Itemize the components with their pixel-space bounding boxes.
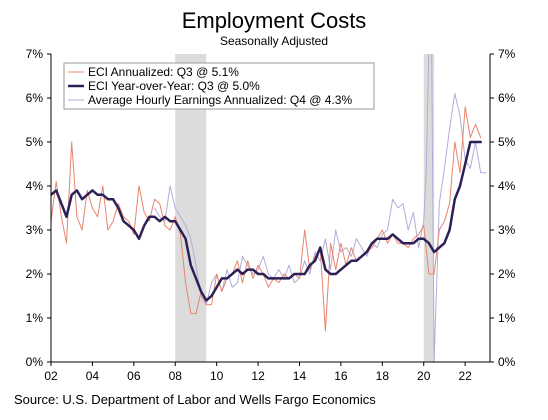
chart-subtitle: Seasonally Adjusted [219, 34, 329, 48]
x-tick-label: 08 [169, 369, 183, 383]
recession-bar [423, 54, 435, 362]
legend-label: ECI Annualized: Q3 @ 5.1% [88, 65, 239, 79]
x-tick-label: 10 [210, 369, 224, 383]
y-tick-label-right: 3% [498, 223, 516, 237]
legend-box [63, 62, 375, 110]
source-note: Source: U.S. Department of Labor and Wel… [14, 392, 376, 407]
y-tick-label-right: 6% [498, 91, 516, 105]
legend-label: Average Hourly Earnings Annualized: Q4 @… [88, 93, 352, 107]
y-tick-label-left: 0% [26, 355, 44, 369]
x-tick-label: 04 [86, 369, 100, 383]
y-tick-label-left: 1% [26, 311, 44, 325]
y-tick-label-right: 0% [498, 355, 516, 369]
legend: ECI Annualized: Q3 @ 5.1%ECI Year-over-Y… [63, 62, 375, 110]
y-tick-label-left: 7% [26, 47, 44, 61]
series-lines [51, 54, 487, 362]
y-tick-label-right: 1% [498, 311, 516, 325]
y-tick-label-right: 7% [498, 47, 516, 61]
x-tick-label: 18 [376, 369, 390, 383]
x-tick-label: 06 [127, 369, 141, 383]
y-tick-label-right: 5% [498, 135, 516, 149]
x-tick-label: 16 [334, 369, 348, 383]
axes: 0% 0% 1% 1% 2% 2% 3% 3% 4% 4% 5% 5% 6% 6% 7% 7% 02 04 06 08… [26, 47, 516, 383]
series-line-1 [51, 106, 482, 332]
y-tick-label-left: 2% [26, 267, 44, 281]
y-tick-label-right: 2% [498, 267, 516, 281]
series-line-2 [51, 140, 482, 302]
y-tick-label-left: 3% [26, 223, 44, 237]
chart-title: Employment Costs [181, 8, 367, 33]
legend-label: ECI Year-over-Year: Q3 @ 5.0% [88, 79, 260, 93]
series-line-3 [154, 54, 487, 362]
x-tick-label: 02 [44, 369, 58, 383]
y-tick-label-left: 4% [26, 179, 44, 193]
y-tick-label-left: 6% [26, 91, 44, 105]
x-tick-label: 12 [251, 369, 265, 383]
x-tick-label: 14 [293, 369, 307, 383]
x-tick-label: 20 [417, 369, 431, 383]
x-tick-label: 22 [458, 369, 472, 383]
y-tick-label-left: 5% [26, 135, 44, 149]
y-tick-label-right: 4% [498, 179, 516, 193]
